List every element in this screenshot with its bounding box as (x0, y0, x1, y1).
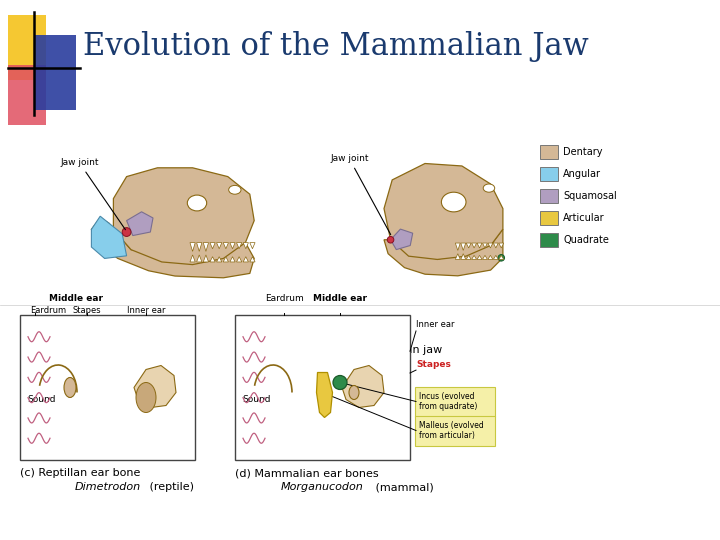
Text: Inner ear: Inner ear (127, 306, 166, 315)
Polygon shape (493, 255, 498, 259)
Polygon shape (210, 242, 215, 249)
Bar (8, 65, 46, 125)
Polygon shape (190, 242, 195, 252)
Polygon shape (250, 256, 255, 262)
Polygon shape (461, 243, 466, 251)
Polygon shape (243, 256, 248, 262)
Bar (34, 35, 76, 110)
Polygon shape (384, 229, 503, 276)
Polygon shape (203, 255, 209, 262)
Polygon shape (127, 212, 153, 235)
Text: (a) Reptilian jaw: (a) Reptilian jaw (55, 345, 145, 355)
Text: Jaw joint: Jaw joint (330, 154, 391, 234)
Polygon shape (243, 242, 248, 249)
Bar (8, 15, 46, 80)
FancyBboxPatch shape (415, 387, 495, 416)
Text: Stapes: Stapes (416, 360, 451, 369)
Polygon shape (197, 242, 202, 252)
Polygon shape (203, 242, 209, 252)
Polygon shape (217, 256, 222, 262)
Bar (540, 211, 558, 225)
Text: Sound: Sound (243, 395, 271, 404)
Polygon shape (134, 366, 176, 408)
Text: (b) Mammalian jaw: (b) Mammalian jaw (335, 345, 442, 355)
Text: Middle ear: Middle ear (313, 294, 367, 303)
Ellipse shape (187, 195, 207, 211)
Polygon shape (223, 256, 228, 262)
Polygon shape (493, 243, 498, 248)
Bar (540, 189, 558, 203)
Polygon shape (384, 164, 503, 259)
Text: Squamosal: Squamosal (563, 191, 617, 201)
Polygon shape (499, 255, 504, 259)
Text: Stapes: Stapes (72, 306, 101, 315)
Text: Sound: Sound (28, 395, 56, 404)
Polygon shape (91, 218, 254, 278)
Text: Malleus (evolved
from articular): Malleus (evolved from articular) (419, 421, 484, 440)
Polygon shape (230, 242, 235, 249)
Polygon shape (390, 229, 413, 249)
Polygon shape (467, 255, 471, 259)
Text: Middle ear: Middle ear (49, 294, 103, 303)
Polygon shape (236, 256, 242, 262)
Polygon shape (197, 255, 202, 262)
Text: Angular: Angular (563, 169, 601, 179)
Polygon shape (217, 242, 222, 249)
Text: Quadrate: Quadrate (563, 235, 609, 245)
Text: Jaw joint: Jaw joint (60, 158, 125, 230)
Polygon shape (236, 242, 242, 249)
Circle shape (498, 254, 505, 261)
Polygon shape (230, 256, 235, 262)
Text: (mammal): (mammal) (372, 482, 434, 492)
Polygon shape (472, 243, 477, 248)
Text: Eardrum: Eardrum (265, 294, 303, 303)
Text: Incus (evolved
from quadrate): Incus (evolved from quadrate) (419, 392, 477, 411)
Ellipse shape (136, 382, 156, 413)
Polygon shape (250, 242, 255, 249)
Text: Eardrum: Eardrum (30, 306, 66, 315)
Polygon shape (190, 255, 195, 262)
Circle shape (387, 237, 394, 243)
Polygon shape (488, 255, 493, 259)
FancyBboxPatch shape (415, 415, 495, 445)
Text: Dimetrodon: Dimetrodon (74, 482, 140, 492)
Polygon shape (317, 373, 333, 417)
Ellipse shape (483, 184, 495, 192)
Polygon shape (455, 254, 460, 259)
Ellipse shape (441, 192, 466, 212)
Bar (20, 315, 195, 460)
Polygon shape (467, 243, 471, 248)
Text: Inner ear: Inner ear (416, 320, 454, 329)
Text: (d) Mammalian ear bones: (d) Mammalian ear bones (235, 468, 379, 478)
Bar (540, 145, 558, 159)
Circle shape (122, 228, 131, 237)
Bar (235, 315, 410, 460)
Polygon shape (91, 216, 127, 259)
Text: Evolution of the Mammalian Jaw: Evolution of the Mammalian Jaw (83, 31, 589, 62)
Text: Morganucodon: Morganucodon (281, 482, 364, 492)
Polygon shape (461, 254, 466, 259)
Polygon shape (210, 256, 215, 262)
Bar (540, 167, 558, 181)
Bar (540, 233, 558, 247)
Ellipse shape (229, 185, 241, 194)
Ellipse shape (333, 375, 347, 389)
Text: (c) Reptillan ear bone: (c) Reptillan ear bone (20, 468, 140, 478)
Text: Dentary: Dentary (563, 147, 603, 157)
Polygon shape (455, 243, 460, 251)
Text: (reptile): (reptile) (145, 482, 194, 492)
Polygon shape (342, 366, 384, 408)
Polygon shape (477, 243, 482, 248)
Polygon shape (482, 243, 487, 248)
Polygon shape (477, 255, 482, 259)
Ellipse shape (349, 386, 359, 400)
Polygon shape (114, 168, 254, 265)
Polygon shape (472, 255, 477, 259)
Polygon shape (499, 243, 504, 248)
Polygon shape (482, 255, 487, 259)
Ellipse shape (64, 377, 76, 397)
Polygon shape (488, 243, 493, 248)
Polygon shape (223, 242, 228, 249)
Text: Articular: Articular (563, 213, 605, 223)
